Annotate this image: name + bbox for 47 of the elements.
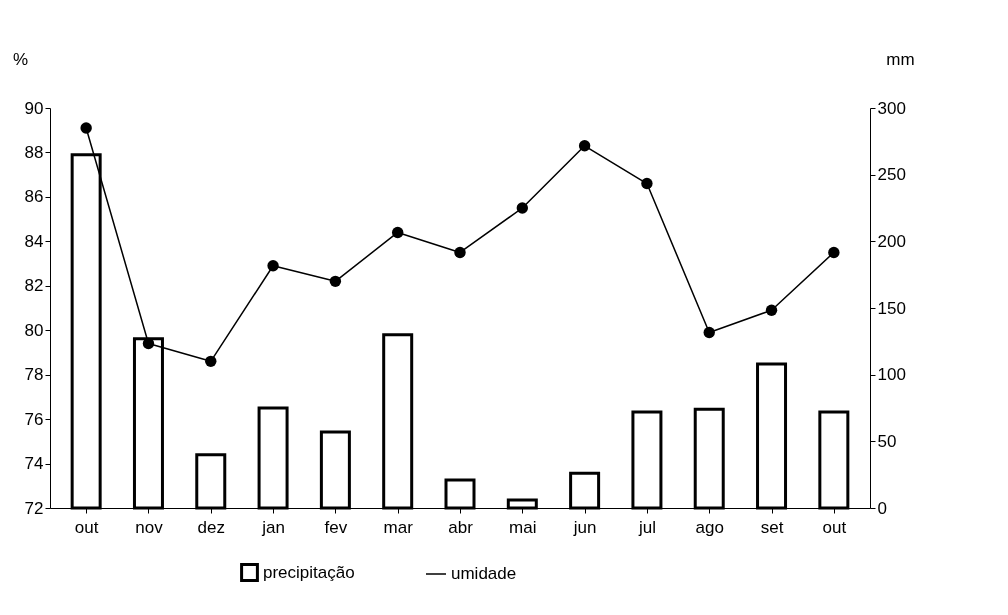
point	[765, 304, 778, 316]
x-tick-label: jun	[572, 517, 597, 537]
y-axis-title: %	[12, 49, 29, 69]
y-tick-label: 78	[24, 365, 44, 385]
point	[267, 260, 279, 272]
y2-tick-label: 0	[877, 498, 887, 518]
point	[142, 337, 155, 350]
point	[80, 122, 92, 134]
x-tick-label: ago	[695, 517, 724, 537]
legend-label: precipitação	[263, 562, 355, 582]
y-tick-label: 90	[24, 98, 44, 118]
point	[578, 140, 591, 152]
x-tick-label: mar	[383, 517, 414, 537]
y2-tick-label: 50	[877, 431, 897, 451]
point	[205, 355, 217, 368]
point	[329, 275, 342, 288]
x-tick-label: dez	[197, 517, 225, 537]
x-tick-label: set	[760, 517, 784, 537]
y-tick-label: 84	[24, 231, 44, 251]
x-tick-label: nov	[135, 517, 164, 537]
legend-label: umidade	[451, 564, 517, 583]
x-tick-label: fev	[324, 517, 348, 537]
x-tick-label: jan	[261, 517, 285, 537]
y-tick-label: 82	[24, 276, 44, 296]
y2-tick-label: 100	[877, 365, 906, 385]
point	[391, 226, 404, 239]
x-tick-label: abr	[448, 517, 474, 537]
point	[454, 246, 466, 259]
point	[703, 326, 715, 339]
point	[828, 246, 840, 259]
y-tick-label: 88	[24, 142, 44, 162]
point	[641, 177, 653, 190]
y2-tick-label: 250	[877, 165, 906, 185]
x-tick-label: out	[74, 517, 99, 537]
x-tick-label: mai	[509, 517, 537, 537]
x-tick-label: jul	[637, 517, 656, 537]
y2-tick-label: 200	[877, 231, 906, 251]
point	[516, 202, 529, 214]
y-tick-label: 80	[24, 320, 44, 340]
x-tick-label: out	[822, 517, 847, 537]
y2-tick-label: 150	[877, 298, 906, 318]
y-tick-label: 74	[24, 454, 44, 474]
y2-tick-label: 300	[877, 98, 906, 118]
y2-axis-title: mm	[886, 49, 915, 69]
y-tick-label: 86	[24, 187, 44, 207]
y-tick-label: 76	[24, 409, 44, 429]
y-tick-label: 72	[24, 498, 44, 518]
